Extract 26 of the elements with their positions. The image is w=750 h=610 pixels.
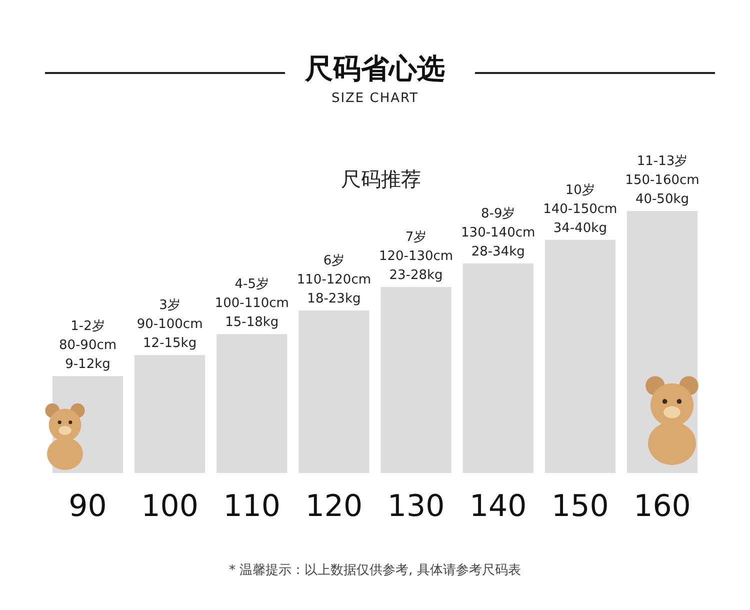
bar: [298, 310, 370, 473]
x-tick-label: 100: [141, 489, 198, 524]
x-tick-label: 90: [68, 489, 107, 524]
x-tick-label: 150: [552, 489, 609, 524]
x-tick-label: 120: [305, 489, 363, 524]
annotation: 1-2岁 80-90cm 9-12kg: [58, 319, 117, 372]
bar: [544, 240, 616, 473]
bar: [462, 263, 534, 473]
text: * 温馨提示：以上数据仅供参考, 具体请参考尺码表: [229, 563, 521, 578]
x-tick-label: 130: [387, 489, 445, 524]
bar: [216, 334, 288, 473]
x-tick-label: 140: [469, 489, 527, 524]
annotation: 6岁 110-120cm 18-23kg: [296, 254, 372, 307]
annotation: 3岁 90-100cm 12-15kg: [136, 298, 203, 352]
annotation: 7岁 120-130cm 23-28kg: [378, 230, 454, 283]
bar: [134, 355, 206, 473]
chart-subtitle: SIZE CHART: [331, 91, 419, 106]
annotation: 10岁 140-150cm 34-40kg: [543, 182, 618, 236]
bar: [380, 286, 452, 473]
annotation: 4-5岁 100-110cm 15-18kg: [214, 277, 289, 330]
annotation: 8-9岁 130-140cm 28-34kg: [461, 206, 536, 260]
text: 尺码推荐: [341, 167, 421, 191]
x-tick-label: 110: [223, 489, 281, 524]
annotation: 11-13岁 150-160cm 40-50kg: [625, 154, 700, 207]
x-tick-label: 160: [634, 489, 691, 524]
chart-title: 尺码省心选: [304, 52, 445, 85]
